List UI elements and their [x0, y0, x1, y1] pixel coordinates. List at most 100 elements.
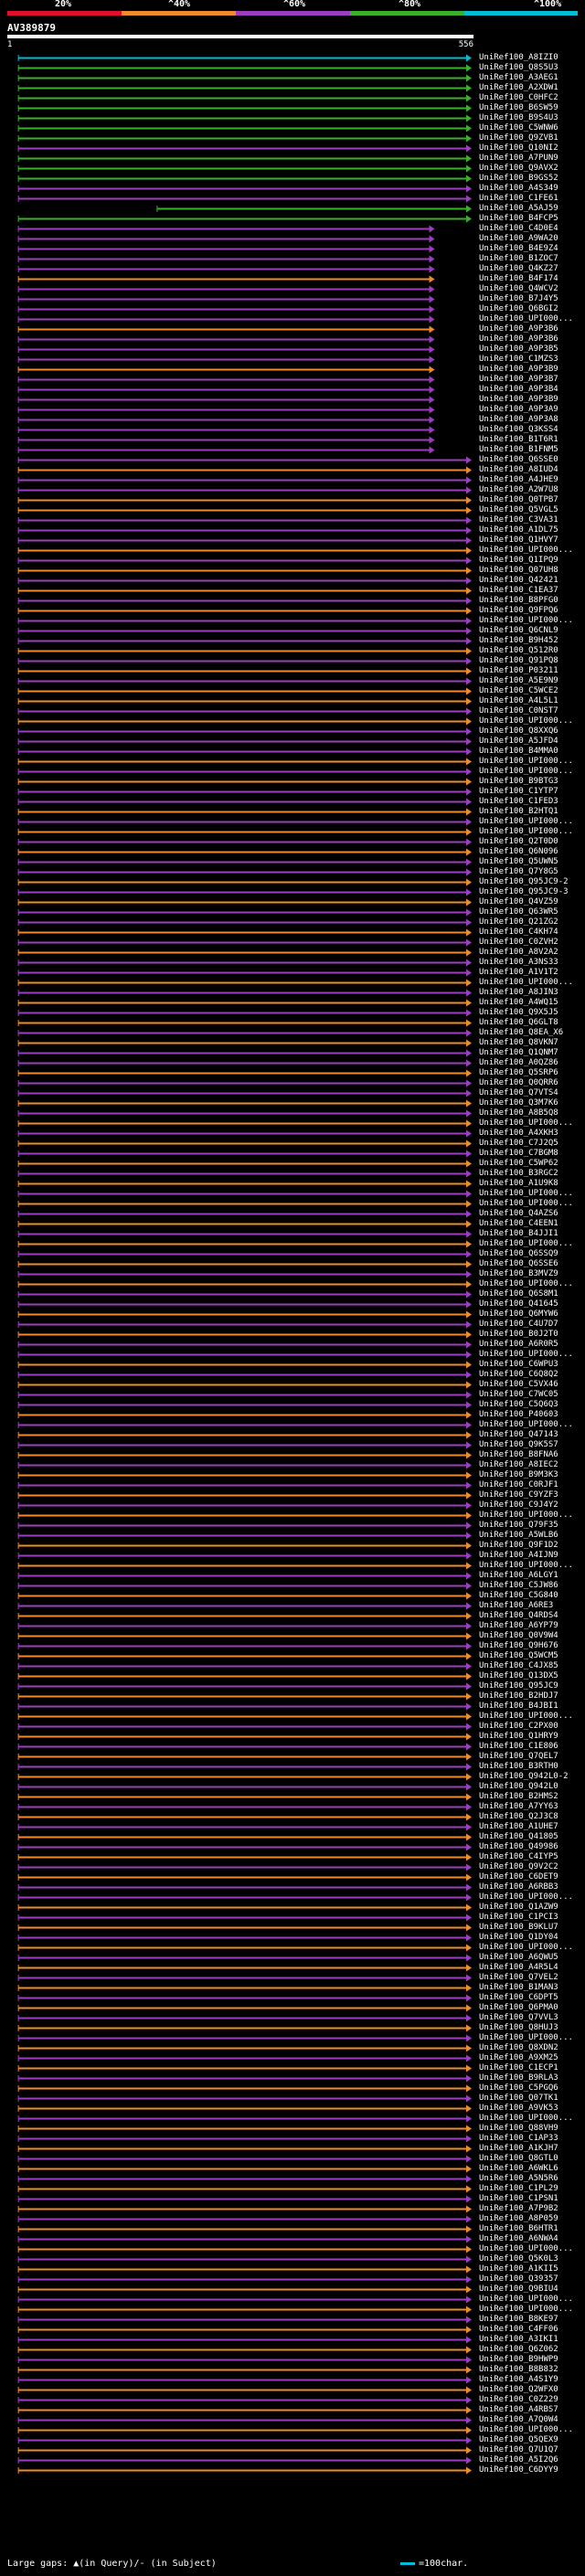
hit-id-link[interactable]: UniRef100_C6DYY9 [479, 2465, 558, 2475]
hit-row[interactable]: UniRef100_A0QZ86 [0, 1058, 585, 1068]
hit-row[interactable]: UniRef100_C9J4Y2 [0, 1500, 585, 1511]
hit-row[interactable]: UniRef100_C7WC05 [0, 1390, 585, 1400]
hit-row[interactable]: UniRef100_Q2T0D0 [0, 837, 585, 847]
hit-row[interactable]: UniRef100_C4U7D7 [0, 1320, 585, 1330]
hit-id-link[interactable]: UniRef100_Q7U1Q7 [479, 2445, 558, 2454]
hit-id-link[interactable]: UniRef100_A6YP79 [479, 1621, 558, 1630]
hit-row[interactable]: UniRef100_UPI000... [0, 1420, 585, 1430]
hit-row[interactable]: UniRef100_B9GS52 [0, 174, 585, 184]
hit-row[interactable]: UniRef100_UPI000... [0, 546, 585, 556]
hit-row[interactable]: UniRef100_A4IJN9 [0, 1551, 585, 1561]
hit-id-link[interactable]: UniRef100_C0HFC2 [479, 93, 558, 102]
hit-id-link[interactable]: UniRef100_A9P3A8 [479, 415, 558, 424]
hit-row[interactable]: UniRef100_Q6SSE6 [0, 1259, 585, 1269]
hit-row[interactable]: UniRef100_B8FNA6 [0, 1450, 585, 1460]
hit-row[interactable]: UniRef100_Q8GTL0 [0, 2154, 585, 2164]
hit-id-link[interactable]: UniRef100_Q10NI2 [479, 143, 558, 153]
hit-id-link[interactable]: UniRef100_Q39357 [479, 2274, 558, 2284]
hit-row[interactable]: UniRef100_Q42421 [0, 576, 585, 586]
hit-id-link[interactable]: UniRef100_Q95JC9 [479, 1681, 558, 1691]
hit-row[interactable]: UniRef100_Q6GLT8 [0, 1018, 585, 1028]
hit-row[interactable]: UniRef100_A9P3A9 [0, 405, 585, 415]
hit-row[interactable]: UniRef100_Q4VZ59 [0, 897, 585, 907]
hit-id-link[interactable]: UniRef100_C1PL29 [479, 2184, 558, 2193]
hit-id-link[interactable]: UniRef100_A9P3B7 [479, 375, 558, 384]
hit-row[interactable]: UniRef100_B4MMA0 [0, 747, 585, 757]
hit-row[interactable]: UniRef100_Q91PQ8 [0, 656, 585, 666]
hit-row[interactable]: UniRef100_Q41805 [0, 1832, 585, 1842]
hit-row[interactable]: UniRef100_C4D0E4 [0, 224, 585, 234]
hit-row[interactable]: UniRef100_A3AEG1 [0, 73, 585, 83]
hit-row[interactable]: UniRef100_A4L5L1 [0, 696, 585, 706]
hit-id-link[interactable]: UniRef100_C1AP33 [479, 2134, 558, 2143]
hit-row[interactable]: UniRef100_Q5VGL5 [0, 505, 585, 515]
hit-id-link[interactable]: UniRef100_Q512R0 [479, 646, 558, 655]
hit-id-link[interactable]: UniRef100_Q63WR5 [479, 907, 558, 917]
hit-id-link[interactable]: UniRef100_C7J2Q5 [479, 1139, 558, 1148]
hit-id-link[interactable]: UniRef100_C5G840 [479, 1591, 558, 1600]
hit-id-link[interactable]: UniRef100_Q9F1D2 [479, 1541, 558, 1550]
hit-row[interactable]: UniRef100_Q9X5J5 [0, 1008, 585, 1018]
hit-id-link[interactable]: UniRef100_A1KII5 [479, 2264, 558, 2274]
hit-row[interactable]: UniRef100_UPI000... [0, 1511, 585, 1521]
hit-row[interactable]: UniRef100_Q6Z062 [0, 2345, 585, 2355]
hit-id-link[interactable]: UniRef100_C5VX46 [479, 1380, 558, 1389]
hit-row[interactable]: UniRef100_UPI000... [0, 817, 585, 827]
hit-row[interactable]: UniRef100_B4JBI1 [0, 1701, 585, 1712]
hit-id-link[interactable]: UniRef100_UPI000... [479, 1561, 573, 1570]
hit-id-link[interactable]: UniRef100_C2PX00 [479, 1722, 558, 1731]
hit-row[interactable]: UniRef100_C5JW86 [0, 1581, 585, 1591]
hit-id-link[interactable]: UniRef100_Q6Z062 [479, 2345, 558, 2354]
hit-id-link[interactable]: UniRef100_P03211 [479, 666, 558, 675]
hit-row[interactable]: UniRef100_B1FNM5 [0, 445, 585, 455]
hit-id-link[interactable]: UniRef100_Q4VZ59 [479, 897, 558, 906]
hit-id-link[interactable]: UniRef100_Q9ZVB1 [479, 133, 558, 143]
hit-row[interactable]: UniRef100_C5VX46 [0, 1380, 585, 1390]
hit-row[interactable]: UniRef100_Q47143 [0, 1430, 585, 1440]
hit-id-link[interactable]: UniRef100_B1FNM5 [479, 445, 558, 454]
hit-row[interactable]: UniRef100_Q4WCV2 [0, 284, 585, 294]
hit-row[interactable]: UniRef100_C0ZVH2 [0, 938, 585, 948]
hit-row[interactable]: UniRef100_Q49986 [0, 1842, 585, 1852]
hit-id-link[interactable]: UniRef100_A6NWA4 [479, 2234, 558, 2243]
hit-id-link[interactable]: UniRef100_B0J2T0 [479, 1330, 558, 1339]
hit-row[interactable]: UniRef100_Q6MYW6 [0, 1309, 585, 1320]
hit-id-link[interactable]: UniRef100_B7J4Y5 [479, 294, 558, 303]
hit-id-link[interactable]: UniRef100_A1V1T2 [479, 968, 558, 977]
hit-row[interactable]: UniRef100_C5Q6Q3 [0, 1400, 585, 1410]
hit-id-link[interactable]: UniRef100_A8IEC2 [479, 1460, 558, 1469]
hit-row[interactable]: UniRef100_UPI000... [0, 716, 585, 726]
hit-row[interactable]: UniRef100_P03211 [0, 666, 585, 676]
hit-id-link[interactable]: UniRef100_B9HWP9 [479, 2355, 558, 2364]
hit-id-link[interactable]: UniRef100_A2XDW1 [479, 83, 558, 92]
hit-id-link[interactable]: UniRef100_UPI000... [479, 314, 573, 323]
hit-row[interactable]: UniRef100_A8P059 [0, 2214, 585, 2224]
hit-id-link[interactable]: UniRef100_UPI000... [479, 1199, 573, 1208]
hit-id-link[interactable]: UniRef100_C9J4Y2 [479, 1500, 558, 1510]
hit-id-link[interactable]: UniRef100_Q42421 [479, 576, 558, 585]
hit-row[interactable]: UniRef100_B9S4U3 [0, 113, 585, 123]
hit-row[interactable]: UniRef100_A9P3B6 [0, 334, 585, 345]
hit-row[interactable]: UniRef100_Q0QRR6 [0, 1078, 585, 1088]
hit-id-link[interactable]: UniRef100_Q6BGI2 [479, 304, 558, 313]
hit-row[interactable]: UniRef100_B1MAN3 [0, 1983, 585, 1993]
hit-id-link[interactable]: UniRef100_B9BTG3 [479, 777, 558, 786]
hit-id-link[interactable]: UniRef100_B4MMA0 [479, 747, 558, 756]
hit-row[interactable]: UniRef100_A7PUN9 [0, 154, 585, 164]
hit-id-link[interactable]: UniRef100_C4U7D7 [479, 1320, 558, 1329]
hit-row[interactable]: UniRef100_C0HFC2 [0, 93, 585, 103]
hit-id-link[interactable]: UniRef100_Q8GTL0 [479, 2154, 558, 2163]
hit-id-link[interactable]: UniRef100_A3AEG1 [479, 73, 558, 82]
hit-row[interactable]: UniRef100_Q9FPQ6 [0, 606, 585, 616]
hit-row[interactable]: UniRef100_A6LGY1 [0, 1571, 585, 1581]
hit-row[interactable]: UniRef100_A9P3B4 [0, 385, 585, 395]
hit-id-link[interactable]: UniRef100_A7PUN9 [479, 154, 558, 163]
hit-id-link[interactable]: UniRef100_Q88VH9 [479, 2124, 558, 2133]
hit-id-link[interactable]: UniRef100_Q1HVY7 [479, 535, 558, 545]
hit-row[interactable]: UniRef100_Q1HVY7 [0, 535, 585, 546]
hit-row[interactable]: UniRef100_A4S349 [0, 184, 585, 194]
hit-row[interactable]: UniRef100_C1ECP1 [0, 2063, 585, 2073]
hit-row[interactable]: UniRef100_A8IEC2 [0, 1460, 585, 1470]
hit-id-link[interactable]: UniRef100_C4D0E4 [479, 224, 558, 233]
hit-id-link[interactable]: UniRef100_Q1IPQ9 [479, 556, 558, 565]
